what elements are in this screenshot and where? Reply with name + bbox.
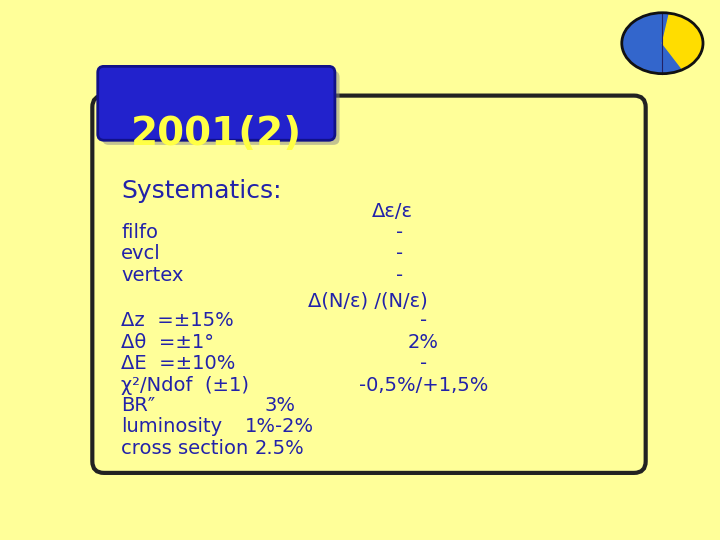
Text: 2001(2): 2001(2) <box>131 115 302 153</box>
Text: -0,5%/+1,5%: -0,5%/+1,5% <box>359 376 488 395</box>
Text: ΔE  =±10%: ΔE =±10% <box>121 354 235 373</box>
Text: BR″: BR″ <box>121 396 155 415</box>
Text: vertex: vertex <box>121 266 184 285</box>
Text: χ²/Ndof  (±1): χ²/Ndof (±1) <box>121 376 249 395</box>
FancyBboxPatch shape <box>102 71 340 145</box>
FancyBboxPatch shape <box>92 96 646 473</box>
Text: evcl: evcl <box>121 244 161 263</box>
Text: -: - <box>397 222 404 241</box>
Text: -: - <box>420 311 427 330</box>
Text: Δθ  =±1°: Δθ =±1° <box>121 333 214 352</box>
Text: cross section: cross section <box>121 439 248 458</box>
Wedge shape <box>662 13 703 70</box>
Text: -: - <box>397 244 404 263</box>
Text: -: - <box>420 354 427 373</box>
FancyBboxPatch shape <box>98 66 335 140</box>
Text: 3%: 3% <box>264 396 295 415</box>
Text: Δz  =±15%: Δz =±15% <box>121 311 234 330</box>
Text: filfo: filfo <box>121 222 158 241</box>
Text: 1%-2%: 1%-2% <box>246 417 315 436</box>
Text: 2.5%: 2.5% <box>255 439 305 458</box>
Text: luminosity: luminosity <box>121 417 222 436</box>
Text: -: - <box>397 266 404 285</box>
Text: Δε/ε: Δε/ε <box>372 202 413 221</box>
Text: Δ(N/ε) /(N/ε): Δ(N/ε) /(N/ε) <box>307 292 428 311</box>
Text: 2%: 2% <box>408 333 438 352</box>
Text: Systematics:: Systematics: <box>121 179 282 202</box>
Circle shape <box>622 13 703 73</box>
